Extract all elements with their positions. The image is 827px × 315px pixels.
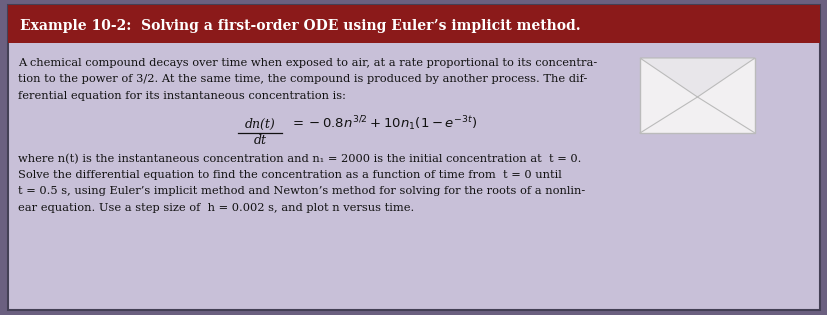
Text: Solve the differential equation to find the concentration as a function of time : Solve the differential equation to find … bbox=[18, 170, 561, 180]
Text: Example 10-2:  Solving a first-order ODE using Euler’s implicit method.: Example 10-2: Solving a first-order ODE … bbox=[20, 19, 580, 33]
Text: $= -0.8n^{3/2}+10n_1(1-e^{-3t})$: $= -0.8n^{3/2}+10n_1(1-e^{-3t})$ bbox=[289, 114, 476, 133]
FancyBboxPatch shape bbox=[8, 5, 819, 43]
FancyBboxPatch shape bbox=[639, 58, 754, 133]
Text: dn(t): dn(t) bbox=[244, 117, 275, 130]
Text: tion to the power of 3/2. At the same time, the compound is produced by another : tion to the power of 3/2. At the same ti… bbox=[18, 75, 586, 84]
Text: t = 0.5 s, using Euler’s implicit method and Newton’s method for solving for the: t = 0.5 s, using Euler’s implicit method… bbox=[18, 186, 585, 197]
Text: dt: dt bbox=[253, 135, 266, 147]
Text: where n(t) is the instantaneous concentration and n₁ = 2000 is the initial conce: where n(t) is the instantaneous concentr… bbox=[18, 153, 581, 164]
Polygon shape bbox=[639, 58, 754, 97]
Text: ferential equation for its instantaneous concentration is:: ferential equation for its instantaneous… bbox=[18, 91, 346, 101]
FancyBboxPatch shape bbox=[8, 5, 819, 310]
Text: A chemical compound decays over time when exposed to air, at a rate proportional: A chemical compound decays over time whe… bbox=[18, 58, 596, 68]
Text: ear equation. Use a step size of  h = 0.002 s, and plot n versus time.: ear equation. Use a step size of h = 0.0… bbox=[18, 203, 414, 213]
